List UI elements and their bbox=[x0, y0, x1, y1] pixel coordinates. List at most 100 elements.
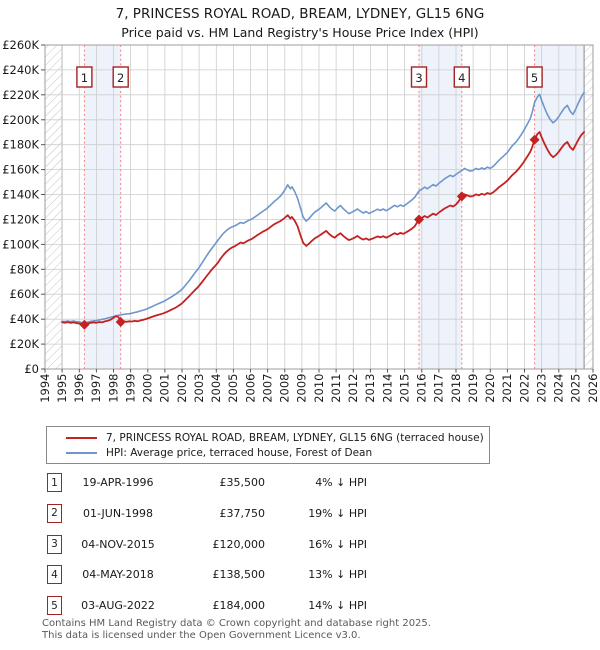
svg-text:£160K: £160K bbox=[2, 163, 39, 177]
svg-text:2005: 2005 bbox=[226, 374, 240, 403]
sale-number-badge: 5 bbox=[47, 596, 62, 616]
no-data-hatch bbox=[45, 45, 63, 369]
svg-text:2024: 2024 bbox=[552, 374, 566, 403]
sale-number-box bbox=[112, 66, 129, 88]
svg-text:1999: 1999 bbox=[123, 374, 137, 403]
svg-text:1996: 1996 bbox=[72, 374, 86, 403]
svg-text:£100K: £100K bbox=[2, 237, 39, 251]
svg-text:2006: 2006 bbox=[243, 374, 257, 403]
legend-item-property: 7, PRINCESS ROYAL ROAD, BREAM, LYDNEY, G… bbox=[66, 430, 489, 446]
grid bbox=[44, 44, 594, 370]
footer-line-1: Contains HM Land Registry data © Crown c… bbox=[42, 618, 431, 629]
sale-vs-hpi: 16% ↓ HPI bbox=[308, 537, 367, 551]
svg-text:4: 4 bbox=[458, 71, 465, 85]
table-row: 5 03-AUG-2022 £184,000 14% ↓ HPI bbox=[47, 596, 367, 616]
svg-text:£60K: £60K bbox=[10, 287, 40, 301]
hpi-line bbox=[61, 91, 585, 324]
page-title: 7, PRINCESS ROYAL ROAD, BREAM, LYDNEY, G… bbox=[115, 6, 485, 22]
svg-text:2: 2 bbox=[117, 71, 124, 85]
svg-text:2022: 2022 bbox=[517, 374, 531, 403]
svg-text:2015: 2015 bbox=[397, 374, 411, 403]
svg-text:£240K: £240K bbox=[2, 63, 39, 77]
ownership-period-band bbox=[419, 45, 462, 369]
svg-text:2001: 2001 bbox=[158, 374, 172, 403]
sale-date: 03-AUG-2022 bbox=[81, 599, 155, 613]
table-row: 3 04-NOV-2015 £120,000 16% ↓ HPI bbox=[47, 534, 367, 554]
svg-text:2012: 2012 bbox=[346, 374, 360, 403]
sale-vs-hpi: 13% ↓ HPI bbox=[308, 568, 367, 582]
svg-text:1998: 1998 bbox=[106, 374, 120, 403]
svg-text:£120K: £120K bbox=[2, 213, 39, 227]
sale-date: 19-APR-1996 bbox=[82, 476, 154, 489]
sale-price: £120,000 bbox=[212, 537, 266, 551]
sale-number-badge: 1 bbox=[47, 473, 62, 492]
no-data-hatch bbox=[584, 45, 593, 369]
property_price-line bbox=[61, 131, 585, 326]
sale-price: £37,750 bbox=[219, 506, 266, 520]
sale-number-badge: 3 bbox=[47, 534, 62, 554]
svg-text:2016: 2016 bbox=[415, 374, 429, 403]
svg-text:2018: 2018 bbox=[449, 374, 463, 403]
table-row: 2 01-JUN-1998 £37,750 19% ↓ HPI bbox=[47, 503, 367, 523]
sale-point-marker bbox=[414, 214, 424, 225]
sale-price: £35,500 bbox=[219, 476, 266, 489]
sale-number-box bbox=[453, 66, 470, 88]
sale-number-box bbox=[76, 66, 93, 88]
svg-text:£140K: £140K bbox=[2, 188, 39, 202]
svg-text:3: 3 bbox=[415, 71, 422, 85]
svg-text:2000: 2000 bbox=[141, 374, 155, 403]
svg-text:2017: 2017 bbox=[432, 374, 446, 403]
svg-text:2020: 2020 bbox=[483, 374, 497, 403]
legend-item-hpi: HPI: Average price, terraced house, Fore… bbox=[66, 446, 489, 462]
sale-number-box bbox=[410, 66, 428, 88]
ownership-period-band bbox=[534, 45, 585, 369]
license-footer: Contains HM Land Registry data © Crown c… bbox=[42, 618, 431, 642]
sale-number-badge: 4 bbox=[47, 565, 62, 585]
sale-date: 01-JUN-1998 bbox=[82, 506, 154, 520]
svg-text:£260K: £260K bbox=[2, 38, 39, 52]
svg-text:£80K: £80K bbox=[10, 262, 40, 276]
legend-label-hpi: HPI: Average price, terraced house, Fore… bbox=[106, 447, 373, 460]
sale-point-marker bbox=[529, 134, 540, 145]
svg-text:1994: 1994 bbox=[38, 374, 52, 403]
svg-text:2025: 2025 bbox=[569, 374, 583, 403]
svg-text:2021: 2021 bbox=[500, 374, 514, 403]
sale-date: 04-MAY-2018 bbox=[82, 568, 154, 582]
svg-text:£220K: £220K bbox=[2, 88, 39, 102]
svg-text:2009: 2009 bbox=[295, 374, 309, 403]
svg-text:2026: 2026 bbox=[586, 374, 600, 403]
svg-text:£20K: £20K bbox=[10, 337, 40, 351]
svg-text:2008: 2008 bbox=[278, 374, 292, 403]
svg-text:2002: 2002 bbox=[175, 374, 189, 403]
sale-number-box bbox=[526, 66, 543, 88]
sale-vs-hpi: 19% ↓ HPI bbox=[308, 506, 367, 520]
sale-number-badge: 2 bbox=[47, 503, 62, 523]
table-row: 1 19-APR-1996 £35,500 4% ↓ HPI bbox=[47, 473, 367, 492]
sale-point-marker bbox=[115, 317, 126, 327]
svg-text:2013: 2013 bbox=[363, 374, 377, 403]
svg-text:1995: 1995 bbox=[55, 374, 69, 403]
svg-text:£200K: £200K bbox=[2, 113, 39, 127]
svg-text:5: 5 bbox=[531, 71, 538, 85]
sales-table: 1 19-APR-1996 £35,500 4% ↓ HPI 2 01-JUN-… bbox=[47, 473, 367, 627]
hpi-line-swatch bbox=[66, 452, 97, 455]
sale-point-marker bbox=[456, 191, 467, 202]
svg-text:2004: 2004 bbox=[209, 374, 223, 403]
svg-text:2010: 2010 bbox=[312, 374, 326, 403]
sale-vs-hpi: 4% ↓ HPI bbox=[315, 476, 367, 489]
footer-line-2: This data is licensed under the Open Gov… bbox=[42, 629, 361, 641]
property-line-swatch bbox=[66, 436, 97, 439]
svg-text:2023: 2023 bbox=[534, 374, 548, 403]
svg-text:£40K: £40K bbox=[10, 312, 40, 326]
svg-text:1: 1 bbox=[81, 71, 88, 85]
sale-date: 04-NOV-2015 bbox=[81, 537, 155, 551]
sale-vs-hpi: 14% ↓ HPI bbox=[308, 599, 367, 613]
svg-text:2014: 2014 bbox=[380, 374, 394, 403]
table-row: 4 04-MAY-2018 £138,500 13% ↓ HPI bbox=[47, 565, 367, 585]
chart-header: 7, PRINCESS ROYAL ROAD, BREAM, LYDNEY, G… bbox=[0, 4, 600, 43]
sale-point-marker bbox=[79, 319, 90, 330]
svg-text:£0: £0 bbox=[24, 362, 39, 376]
page-subtitle: Price paid vs. HM Land Registry's House … bbox=[121, 25, 479, 41]
svg-text:2007: 2007 bbox=[260, 374, 274, 403]
